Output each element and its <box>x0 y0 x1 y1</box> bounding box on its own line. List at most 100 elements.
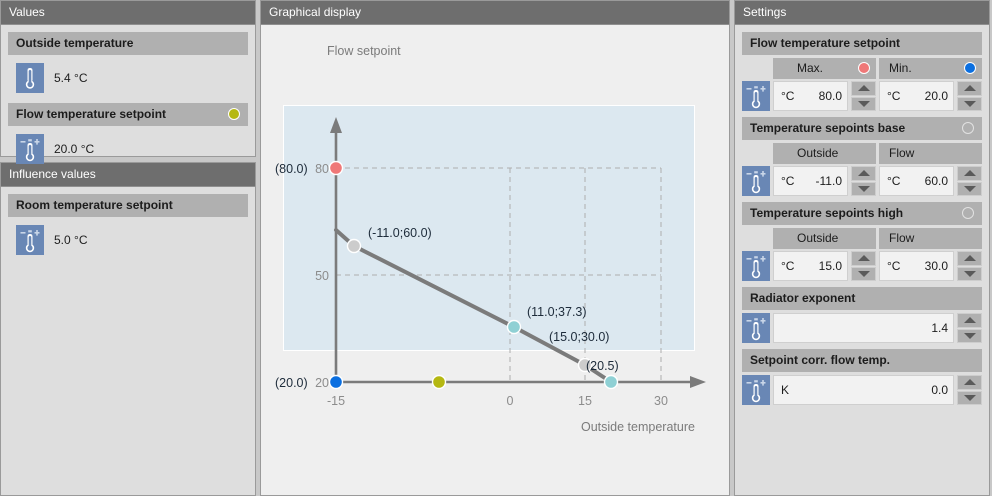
chevron-up-icon <box>963 255 976 262</box>
section-room-temperature-setpoint-label: Room temperature setpoint <box>16 198 173 212</box>
chevron-up-icon <box>857 255 870 262</box>
thermometer-adjust-icon <box>742 375 770 405</box>
icon-column-spacer <box>742 58 770 79</box>
chart-gridlines <box>336 167 662 382</box>
radiator-exponent-value: 1.4 <box>931 321 948 335</box>
curve-point-base <box>346 238 362 254</box>
influence-values-panel-body: Room temperature setpoint <box>1 187 255 495</box>
thermometer-adjust-icon <box>742 81 770 111</box>
subheader-min-label: Min. <box>889 61 912 75</box>
chart-point-label-base: (-11.0;60.0) <box>368 226 432 240</box>
stepper-up-button[interactable] <box>851 166 876 181</box>
setting-header-label: Flow temperature setpoint <box>750 36 901 50</box>
chart-plot-area <box>283 105 695 351</box>
max-flow-setpoint-input[interactable]: °C 80.0 <box>773 81 848 111</box>
min-flow-setpoint-input[interactable]: °C 20.0 <box>879 81 954 111</box>
thermometer-adjust-icon <box>742 313 770 343</box>
subheader-max: Max. <box>773 58 876 79</box>
max-marker-led <box>858 62 870 74</box>
stepper-up-button[interactable] <box>957 81 982 96</box>
high-flow-temp-value: 30.0 <box>924 259 948 273</box>
heating-curve-chart: Flow setpoint Outside temperature 80 50 … <box>261 25 729 495</box>
radiator-exponent-input[interactable]: 1.4 <box>773 313 954 343</box>
setting-header-label: Setpoint corr. flow temp. <box>750 353 891 367</box>
icon-column-spacer <box>742 143 770 164</box>
chevron-up-icon <box>963 317 976 324</box>
stepper-down-button[interactable] <box>851 181 876 196</box>
high-outside-temp-value: 15.0 <box>818 259 842 273</box>
stepper-down-button[interactable] <box>957 181 982 196</box>
chevron-down-icon <box>857 270 870 277</box>
graphical-display-panel-title: Graphical display <box>261 1 729 25</box>
setting-header-temperature-setpoints-base: Temperature sepoints base <box>742 117 982 140</box>
setting-block-radiator-exponent: Radiator exponent <box>742 287 982 343</box>
room-temperature-setpoint-value: 5.0 °C <box>54 233 88 247</box>
max-limit-marker <box>328 160 344 176</box>
chevron-up-icon <box>963 379 976 386</box>
radiator-exponent-stepper[interactable] <box>957 313 982 343</box>
left-column: Values Outside temperature 5.4 °C <box>0 0 256 496</box>
chevron-down-icon <box>857 185 870 192</box>
setting-header-temperature-setpoints-high: Temperature sepoints high <box>742 202 982 225</box>
base-marker-led <box>962 122 974 134</box>
thermometer-icon <box>16 63 44 93</box>
outside-temperature-row: 5.4 °C <box>8 59 248 103</box>
setting-subheader-row: Outside Flow <box>742 228 982 249</box>
curve-point-cutoff <box>603 374 619 390</box>
min-flow-setpoint-value: 20.0 <box>924 89 948 103</box>
chart-point-label-high: (15.0;30.0) <box>549 330 609 344</box>
stepper-down-button[interactable] <box>957 328 982 343</box>
chart-xtick-0: 0 <box>507 394 514 408</box>
stepper-up-button[interactable] <box>851 81 876 96</box>
chart-ytick-20: 20 <box>315 376 329 390</box>
base-flow-temp-stepper[interactable] <box>957 166 982 196</box>
setting-block-temperature-setpoints-high: Temperature sepoints high Outside Flow <box>742 202 982 281</box>
high-outside-temp-stepper[interactable] <box>851 251 876 281</box>
values-panel: Values Outside temperature 5.4 °C <box>0 0 256 164</box>
stepper-down-button[interactable] <box>957 390 982 405</box>
high-outside-temp-unit: °C <box>781 259 795 273</box>
max-flow-setpoint-unit: °C <box>781 89 795 103</box>
stepper-down-button[interactable] <box>957 96 982 111</box>
chart-max-limit-label: (80.0) <box>275 162 308 176</box>
setting-header-radiator-exponent: Radiator exponent <box>742 287 982 310</box>
subheader-flow-base: Flow <box>879 143 982 164</box>
chevron-up-icon <box>857 170 870 177</box>
min-flow-setpoint-stepper[interactable] <box>957 81 982 111</box>
high-outside-temp-input[interactable]: °C 15.0 <box>773 251 848 281</box>
stepper-down-button[interactable] <box>957 266 982 281</box>
stepper-down-button[interactable] <box>851 96 876 111</box>
base-outside-temp-stepper[interactable] <box>851 166 876 196</box>
stepper-up-button[interactable] <box>957 166 982 181</box>
setting-block-flow-temperature-setpoint: Flow temperature setpoint Max. Min. <box>742 32 982 111</box>
stepper-up-button[interactable] <box>957 375 982 390</box>
base-outside-temp-input[interactable]: °C -11.0 <box>773 166 848 196</box>
chevron-down-icon <box>963 100 976 107</box>
chevron-down-icon <box>963 332 976 339</box>
chart-canvas: Flow setpoint Outside temperature 80 50 … <box>275 44 706 434</box>
subheader-outside-label: Outside <box>797 146 839 160</box>
setting-header-flow-temperature-setpoint: Flow temperature setpoint <box>742 32 982 55</box>
setting-header-label: Temperature sepoints base <box>750 121 906 135</box>
stepper-up-button[interactable] <box>851 251 876 266</box>
base-outside-temp-unit: °C <box>781 174 795 188</box>
setting-header-label: Radiator exponent <box>750 291 856 305</box>
chart-axes <box>330 117 706 388</box>
max-flow-setpoint-value: 80.0 <box>818 89 842 103</box>
stepper-down-button[interactable] <box>851 266 876 281</box>
chart-ytick-80: 80 <box>315 162 329 176</box>
max-flow-setpoint-stepper[interactable] <box>851 81 876 111</box>
setpoint-correction-stepper[interactable] <box>957 375 982 405</box>
subheader-min: Min. <box>879 58 982 79</box>
setting-subheader-row: Outside Flow <box>742 143 982 164</box>
high-flow-temp-input[interactable]: °C 30.0 <box>879 251 954 281</box>
base-flow-temp-unit: °C <box>887 174 901 188</box>
base-flow-temp-input[interactable]: °C 60.0 <box>879 166 954 196</box>
flow-setpoint-status-led <box>228 108 240 120</box>
stepper-up-button[interactable] <box>957 251 982 266</box>
setpoint-correction-input[interactable]: K 0.0 <box>773 375 954 405</box>
setpoint-correction-unit: K <box>781 383 790 397</box>
high-flow-temp-stepper[interactable] <box>957 251 982 281</box>
stepper-up-button[interactable] <box>957 313 982 328</box>
